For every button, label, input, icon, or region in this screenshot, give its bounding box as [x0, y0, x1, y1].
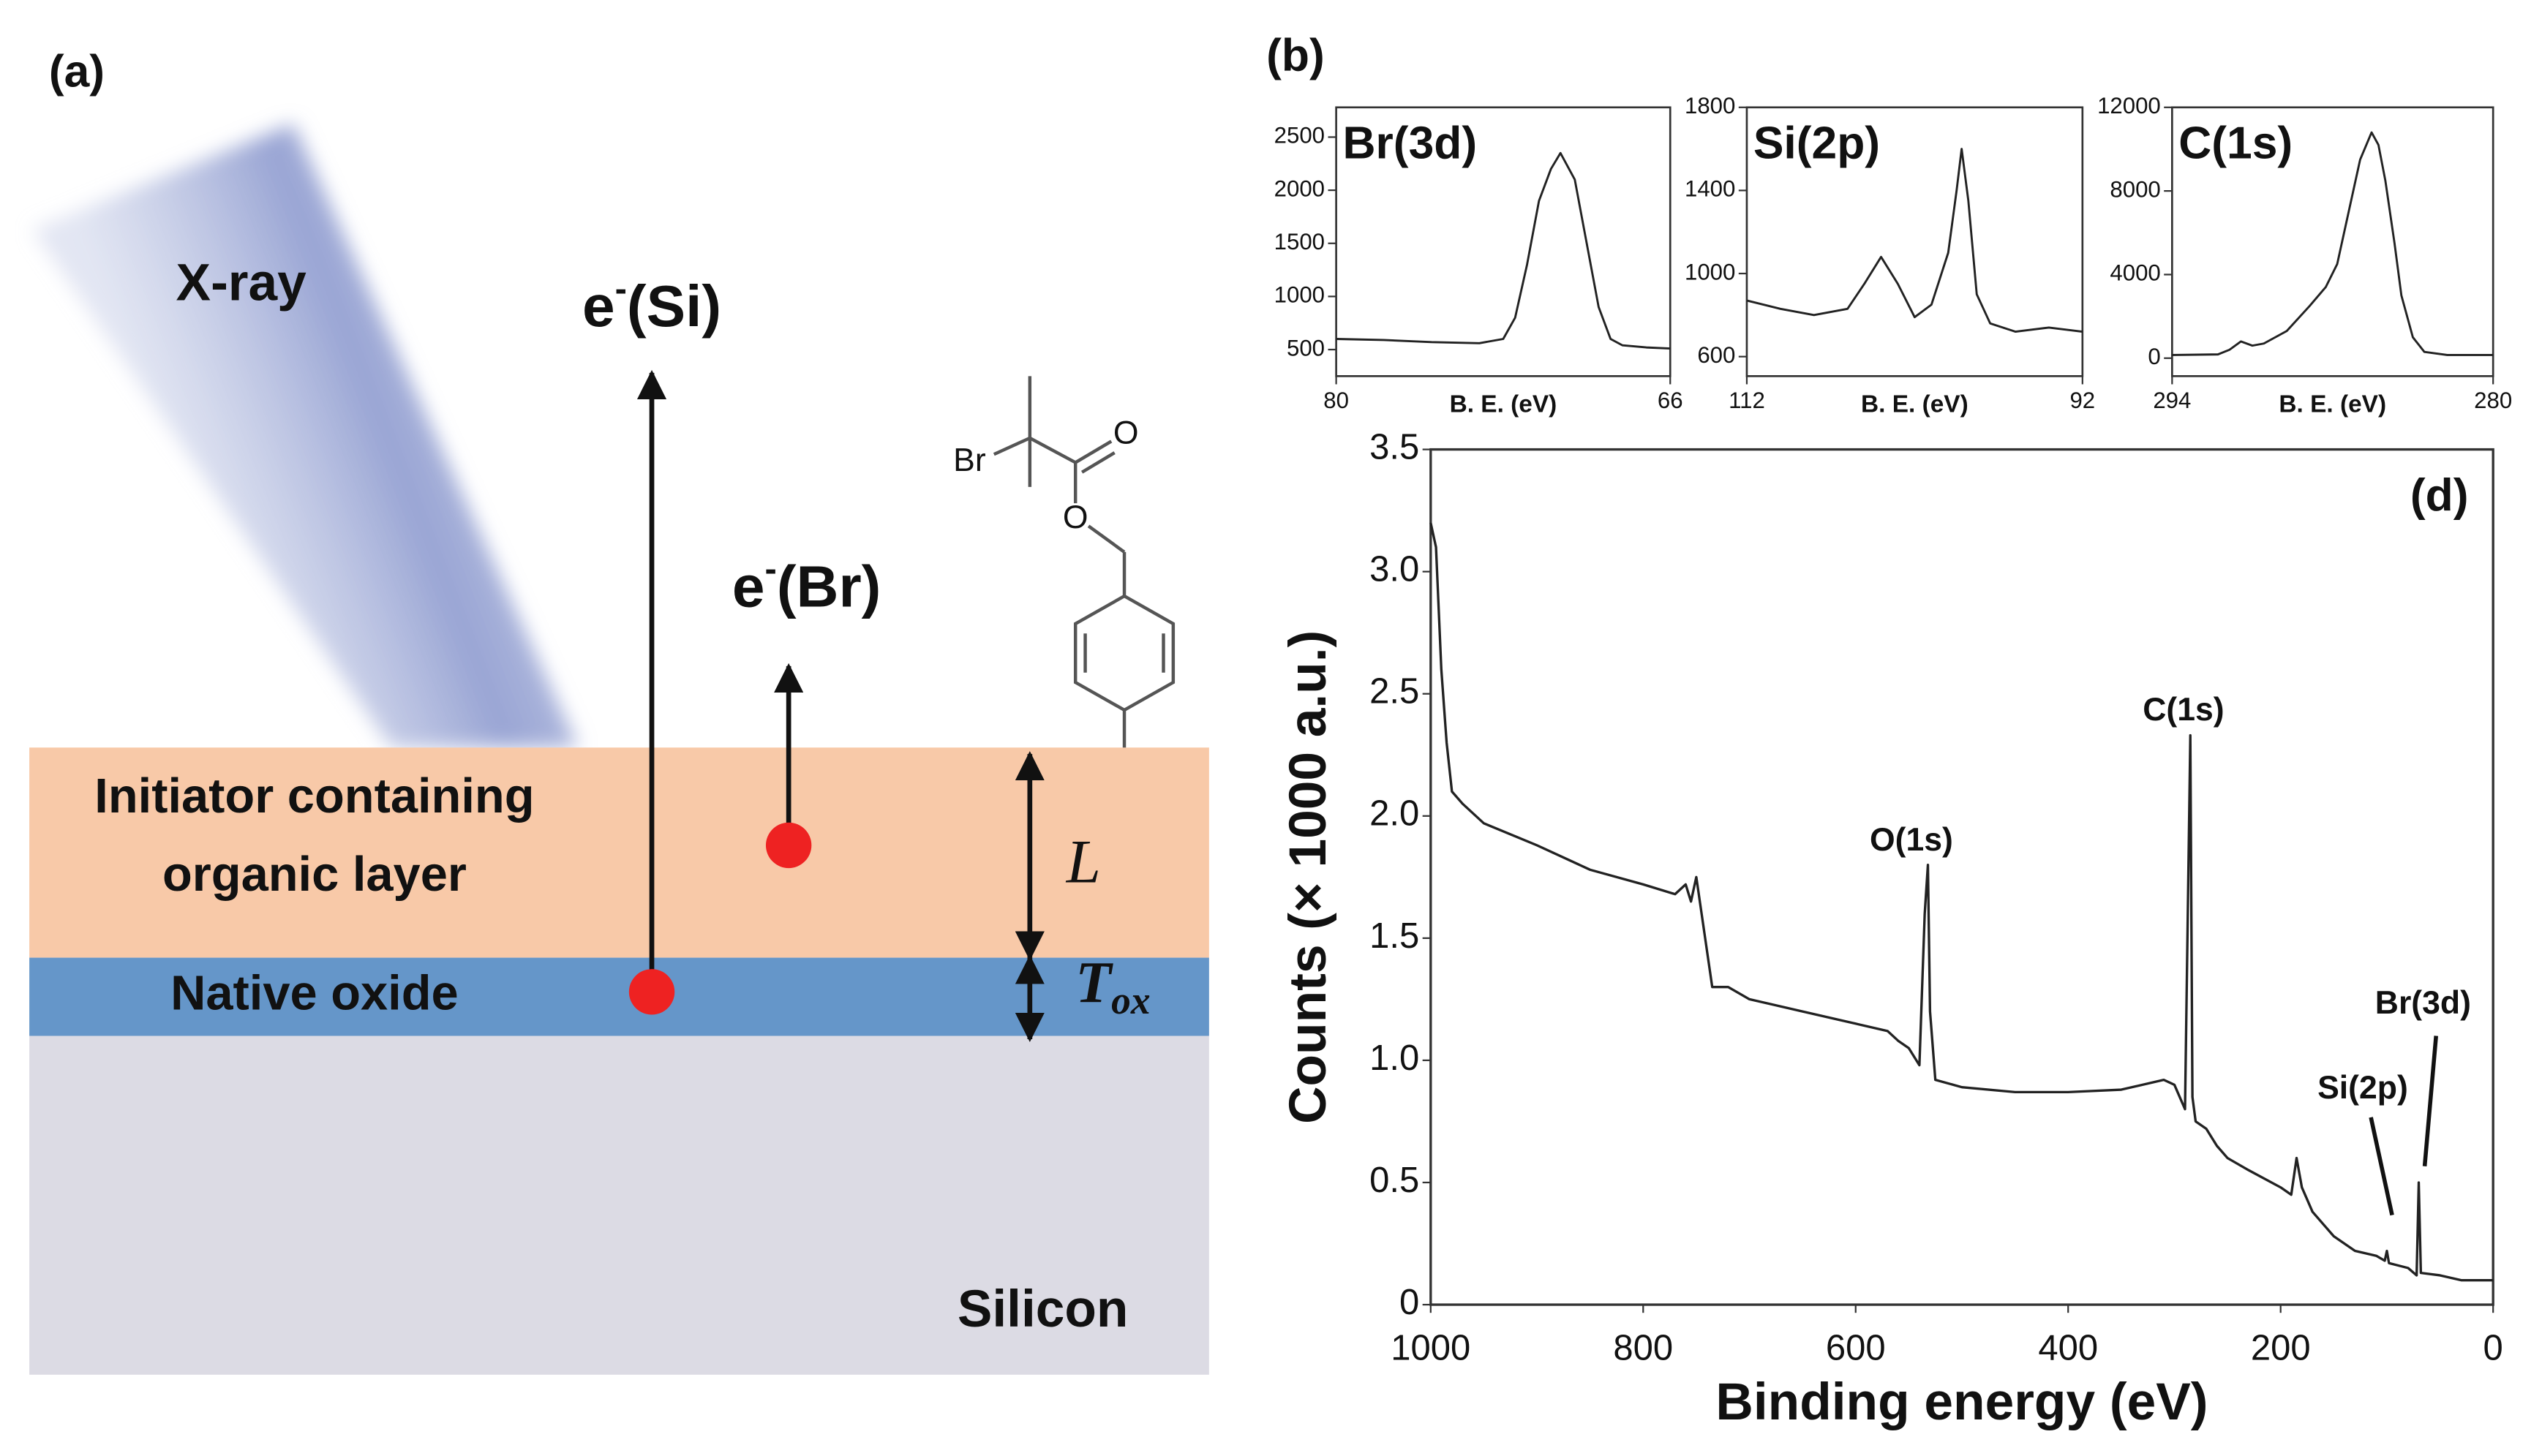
- y-tick-label: 0: [1399, 1283, 1419, 1322]
- x-tick-label: 800: [1613, 1328, 1673, 1368]
- x-tick-label: 294: [2153, 388, 2191, 413]
- plot-frame: [1429, 448, 2494, 1306]
- text: T: [1075, 951, 1113, 1015]
- panel-label: (a): [49, 47, 105, 97]
- y-tick-label: 0: [2148, 344, 2160, 369]
- atom-label: O: [1113, 415, 1139, 450]
- x-tick-label: 1000: [1391, 1328, 1470, 1368]
- thickness-label: Tox: [1075, 951, 1150, 1022]
- layer-label: Native oxide: [170, 967, 459, 1021]
- panel-label: (b): [1266, 30, 1325, 80]
- oxide-layer: [29, 957, 1209, 1036]
- y-tick-label: 2000: [1274, 176, 1325, 201]
- y-tick-label: 600: [1697, 342, 1735, 368]
- leader-line: [2422, 1036, 2438, 1166]
- chart: 0 4000 8000 12000 294 280 C(1s) B. E. (eV): [2097, 93, 2512, 418]
- x-tick-label: 200: [2251, 1328, 2311, 1368]
- x-axis-label: B. E. (eV): [2279, 391, 2386, 418]
- organic-layer: [29, 747, 1209, 958]
- y-tick-label: 0.5: [1369, 1161, 1419, 1200]
- layer-label: Initiator containing: [94, 769, 534, 823]
- y-tick-label: 1800: [1685, 93, 1735, 118]
- y-tick-label: 8000: [2110, 176, 2160, 202]
- plot-frame: [1335, 106, 1672, 377]
- leader-line: [2369, 1117, 2394, 1216]
- x-tick-label: 280: [2474, 388, 2512, 413]
- x-tick-label: 600: [1826, 1328, 1886, 1368]
- layer-label: organic layer: [162, 848, 467, 902]
- y-tick-label: 3.5: [1369, 428, 1419, 467]
- chart-title: Si(2p): [1753, 118, 1880, 169]
- text: e: [732, 554, 765, 619]
- text: e: [582, 273, 615, 339]
- x-tick-label: 112: [1729, 388, 1765, 413]
- x-tick-label: 0: [2483, 1328, 2503, 1368]
- y-tick-label: 1500: [1274, 229, 1325, 254]
- plot-frame: [2171, 106, 2494, 377]
- x-axis-label: Binding energy (eV): [1715, 1373, 2208, 1431]
- atom-label: Br: [953, 442, 986, 478]
- y-tick-label: 12000: [2097, 93, 2161, 118]
- x-tick-label: 66: [1658, 388, 1683, 413]
- annotation: O(1s): [1870, 822, 1953, 858]
- spectrum: [2172, 131, 2494, 356]
- chart: 0 0.5 1.0 1.5 2.0 2.5 3.0 3.5 1000 800 600 400 200 0 B…: [1279, 428, 2503, 1431]
- text: -: [765, 550, 777, 589]
- annotation: C(1s): [2143, 692, 2224, 728]
- y-tick-label: 2500: [1274, 123, 1325, 148]
- text: ox: [1111, 978, 1150, 1022]
- y-tick-label: 4000: [2110, 260, 2160, 286]
- electron-label: e-(Si): [582, 269, 721, 339]
- electron-label: e-(Br): [732, 550, 881, 619]
- molecule: [993, 376, 1176, 748]
- chart-title: Br(3d): [1343, 118, 1478, 169]
- x-axis-label: B. E. (eV): [1450, 391, 1557, 418]
- chart: 500 1000 1500 2000 2500 80 66 Br(3d) B. E. (eV): [1274, 106, 1683, 418]
- emitter: [628, 969, 675, 1015]
- panel-label: (d): [2410, 470, 2469, 521]
- spectrum: [1746, 148, 2083, 333]
- xray-beam: [32, 124, 579, 748]
- layer-label: Silicon: [958, 1280, 1129, 1338]
- silicon-layer: [29, 1036, 1209, 1375]
- annotation: Si(2p): [2317, 1070, 2408, 1106]
- chart-title: C(1s): [2178, 118, 2293, 169]
- y-tick-label: 2.5: [1369, 672, 1419, 712]
- x-tick-label: 92: [2069, 388, 2095, 413]
- panel-a: (a) X-ray Initiator containing organic l…: [29, 47, 1209, 1375]
- y-tick-label: 1400: [1685, 176, 1735, 202]
- spectrum: [1429, 522, 2494, 1282]
- text: (Br): [777, 554, 881, 619]
- emitter: [765, 822, 812, 869]
- y-tick-label: 1000: [1274, 282, 1325, 308]
- y-tick-label: 3.0: [1369, 550, 1419, 589]
- y-tick-label: 1.5: [1369, 916, 1419, 956]
- y-axis-label: Counts (× 1000 a.u.): [1279, 630, 1337, 1124]
- y-tick-label: 1.0: [1369, 1038, 1419, 1078]
- text: -: [615, 269, 627, 309]
- chart: 600 1000 1400 1800 112 92 Si(2p) B. E. (eV): [1685, 93, 2095, 418]
- x-tick-label: 400: [2038, 1328, 2098, 1368]
- text: (Si): [627, 273, 721, 339]
- thickness-label: L: [1066, 828, 1101, 896]
- plot-frame: [1745, 106, 2084, 377]
- y-tick-label: 1000: [1685, 259, 1735, 284]
- spectrum: [1336, 151, 1671, 350]
- xray-label: X-ray: [176, 254, 307, 312]
- atom-label: O: [1063, 499, 1088, 535]
- x-tick-label: 80: [1323, 388, 1349, 413]
- y-tick-label: 2.0: [1369, 794, 1419, 834]
- x-axis-label: B. E. (eV): [1861, 391, 1968, 418]
- annotation: Br(3d): [2375, 985, 2471, 1021]
- y-tick-label: 500: [1287, 335, 1325, 361]
